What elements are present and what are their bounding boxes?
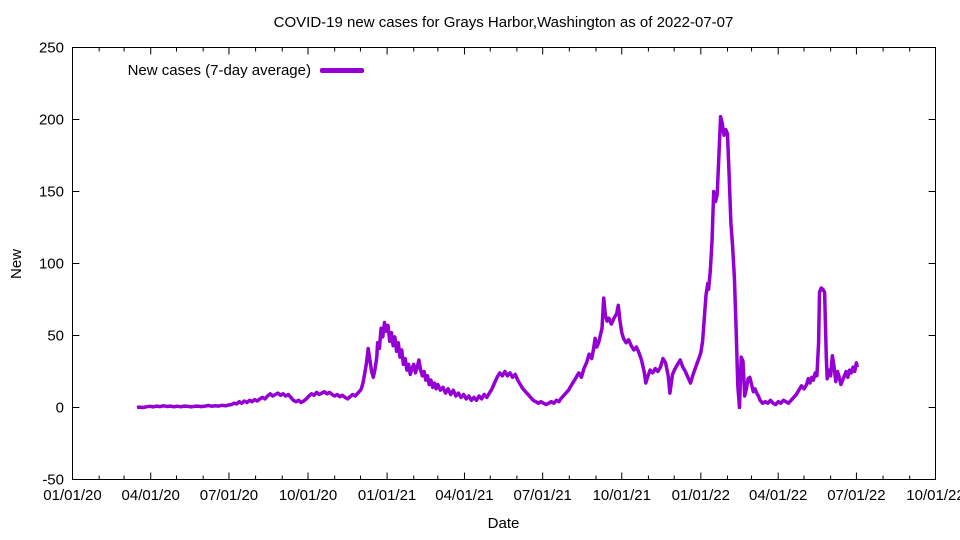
x-tick-label: 04/01/20: [122, 487, 180, 504]
x-tick-label: 04/01/22: [749, 487, 807, 504]
x-tick-label: 07/01/21: [513, 487, 571, 504]
legend-line-sample-icon: [320, 67, 364, 73]
x-tick-label: 01/01/20: [43, 487, 101, 504]
x-tick-label: 07/01/20: [200, 487, 258, 504]
y-tick-label: 250: [39, 40, 64, 57]
legend-label: New cases (7-day average): [127, 61, 311, 79]
x-tick-label: 10/01/22: [906, 487, 960, 504]
x-tick-label: 01/01/21: [358, 487, 416, 504]
y-tick-label: 0: [56, 400, 64, 417]
chart-title: COVID-19 new cases for Grays Harbor,Wash…: [273, 14, 734, 31]
x-tick-label: 04/01/21: [435, 487, 493, 504]
x-tick-label: 10/01/20: [279, 487, 337, 504]
series-line: [136, 114, 860, 410]
legend: New cases (7-day average): [72, 61, 364, 79]
y-tick-label: 50: [47, 328, 64, 345]
x-tick-label: 07/01/22: [827, 487, 885, 504]
y-tick-label: -50: [42, 472, 64, 489]
x-tick-label: 01/01/22: [672, 487, 730, 504]
y-tick-label: 200: [39, 112, 64, 129]
y-tick-label: 150: [39, 184, 64, 201]
y-axis-label: New: [8, 249, 25, 280]
y-tick-label: 100: [39, 256, 64, 273]
x-axis-label: Date: [487, 515, 520, 532]
x-tick-label: 10/01/21: [593, 487, 651, 504]
plot-frame: [72, 47, 936, 480]
